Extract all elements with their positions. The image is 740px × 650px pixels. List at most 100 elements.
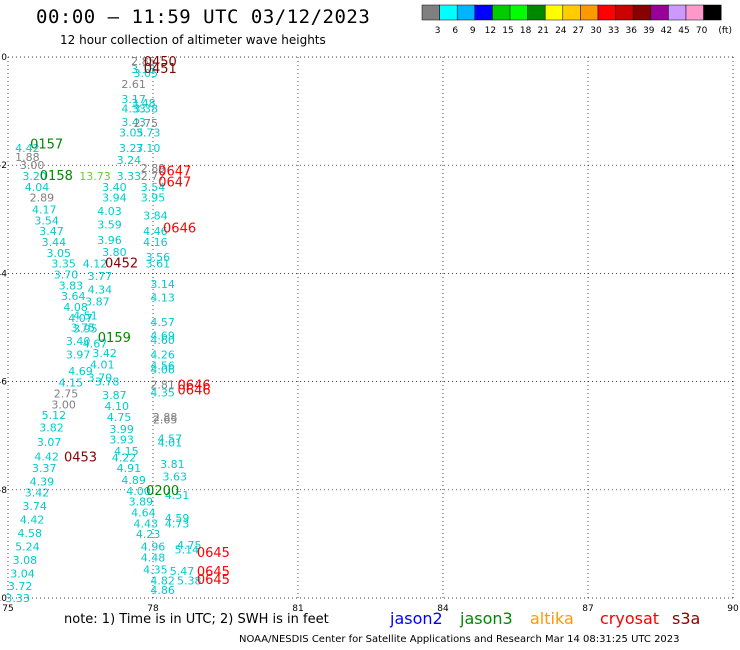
swh-value-label: 4.26 xyxy=(150,349,175,362)
swh-value-label: 3.81 xyxy=(160,458,185,471)
swh-value-label: 2.61 xyxy=(121,78,146,91)
swh-value-label: 4.03 xyxy=(97,205,122,218)
satellite-jason3: jason3 xyxy=(460,609,513,628)
legend-label: 18 xyxy=(520,26,532,36)
legend-label: 27 xyxy=(573,26,584,36)
pass-time-label: 0645 xyxy=(197,546,230,561)
satellite-altika: altika xyxy=(530,609,574,628)
swh-value-label: 5.24 xyxy=(15,541,40,554)
swh-value-label: 4.17 xyxy=(32,204,57,217)
y-tick-label: -10 xyxy=(0,594,7,604)
swh-value-label: 4.01 xyxy=(158,437,183,450)
legend-swatch xyxy=(703,4,722,21)
swh-value-label: 3.40 xyxy=(66,335,91,348)
swh-value-label: 3.48 xyxy=(131,97,156,110)
swh-value-label: 3.13 xyxy=(131,63,156,76)
x-tick-label: 84 xyxy=(437,604,449,614)
swh-value-label: 4.75 xyxy=(107,411,132,424)
swh-value-label: 4.56 xyxy=(150,359,175,372)
swh-value-label: 4.91 xyxy=(117,462,142,475)
swh-value-label: 3.78 xyxy=(95,376,120,389)
swh-value-label: 4.39 xyxy=(30,476,55,489)
swh-value-label: 3.94 xyxy=(102,192,127,205)
swh-value-label: 3.83 xyxy=(59,279,84,292)
swh-value-label: 3.54 xyxy=(34,214,59,227)
swh-value-label: 5.12 xyxy=(42,409,67,422)
swh-value-label: 3.95 xyxy=(141,192,166,205)
pass-time-label: 0453 xyxy=(64,450,97,465)
legend-label: 21 xyxy=(537,26,548,36)
swh-value-label: 4.57 xyxy=(150,316,175,329)
swh-value-label: 3.05 xyxy=(47,247,72,260)
swh-value-label: 2.85 xyxy=(131,55,156,68)
swh-value-label: 3.33 xyxy=(117,170,142,183)
swh-value-label: 3.64 xyxy=(61,290,86,303)
swh-value-label: 4.57 xyxy=(158,432,183,445)
swh-value-label: 3.87 xyxy=(85,296,110,309)
page-title: 00:00 – 11:59 UTC 03/12/2023 xyxy=(36,6,371,28)
swh-value-label: 3.00 xyxy=(51,398,76,411)
swh-value-label: 3.74 xyxy=(22,500,47,513)
swh-value-label: 4.35 xyxy=(143,563,168,576)
swh-value-label: 4.43 xyxy=(134,517,159,530)
swh-value-label: 3.84 xyxy=(143,210,168,223)
swh-value-label: 3.37 xyxy=(32,462,57,475)
swh-value-label: 3.05 xyxy=(119,127,144,140)
swh-value-label: 4.82 xyxy=(150,575,175,588)
swh-value-label: 3.77 xyxy=(88,270,113,283)
swh-value-label: 3.82 xyxy=(39,422,64,435)
legend-label: 15 xyxy=(502,26,513,36)
legend-label: 36 xyxy=(625,26,637,36)
swh-value-label: 4.46 xyxy=(143,225,168,238)
swh-value-label: 2.75 xyxy=(54,388,79,401)
swh-value-label: 4.42 xyxy=(15,142,40,155)
swh-value-label: 4.23 xyxy=(136,528,161,541)
swh-value-label: 4.48 xyxy=(141,551,166,564)
swh-value-label: 1.88 xyxy=(15,151,40,164)
swh-value-label: 3.73 xyxy=(136,127,161,140)
swh-value-label: 3.40 xyxy=(102,181,127,194)
swh-value-label: 3.00 xyxy=(20,159,45,172)
pass-time-label: 0200 xyxy=(146,484,179,499)
swh-value-label: 3.95 xyxy=(73,323,98,336)
swh-value-label: 3.99 xyxy=(109,423,134,436)
swh-value-label: 3.80 xyxy=(102,246,127,259)
swh-value-label: 3.38 xyxy=(134,102,159,115)
swh-value-label: 4.96 xyxy=(141,541,166,554)
swh-value-label: 4.42 xyxy=(20,514,45,527)
page-subtitle: 12 hour collection of altimeter wave hei… xyxy=(60,33,326,47)
swh-value-label: 2.89 xyxy=(141,162,166,175)
swh-value-label: 5.47 xyxy=(170,565,195,578)
pass-time-label: 0158 xyxy=(40,169,73,184)
swh-value-label: 4.67 xyxy=(83,338,108,351)
footer-credit: NOAA/NESDIS Center for Satellite Applica… xyxy=(239,634,680,645)
pass-time-label: 0647 xyxy=(158,165,191,180)
swh-value-label: 3.56 xyxy=(146,251,171,264)
footer-note: note: 1) Time is in UTC; 2) SWH is in fe… xyxy=(64,612,329,627)
swh-value-label: 4.04 xyxy=(25,181,50,194)
swh-value-label: 5.14 xyxy=(175,543,200,556)
swh-value-label: 3.93 xyxy=(109,433,134,446)
legend-label: 45 xyxy=(678,26,689,36)
swh-value-label: 4.12 xyxy=(83,258,108,271)
swh-value-label: 4.33 xyxy=(121,102,146,115)
y-tick-label: -4 xyxy=(0,269,7,279)
swh-value-label: 3.04 xyxy=(10,568,35,581)
swh-value-label: 3.27 xyxy=(119,142,144,155)
x-tick-label: 90 xyxy=(727,604,739,614)
swh-value-label: 4.89 xyxy=(121,474,146,487)
swh-value-label: 3.87 xyxy=(102,389,127,402)
swh-value-label: 3.07 xyxy=(37,436,62,449)
swh-value-label: 3.35 xyxy=(51,258,76,271)
swh-value-label: 3.59 xyxy=(97,219,122,232)
swh-value-label: 3.42 xyxy=(25,487,50,500)
swh-value-label: 4.07 xyxy=(68,312,93,325)
pass-time-label: 0452 xyxy=(105,257,138,272)
swh-value-label: 4.15 xyxy=(114,445,139,458)
swh-value-label: 4.73 xyxy=(165,517,190,530)
swh-value-label: 4.69 xyxy=(68,365,93,378)
swh-value-label: 4.51 xyxy=(73,310,98,323)
swh-value-label: 3.61 xyxy=(146,258,171,271)
pass-time-label: 0645 xyxy=(197,573,230,588)
swh-value-label: 4.01 xyxy=(90,358,115,371)
